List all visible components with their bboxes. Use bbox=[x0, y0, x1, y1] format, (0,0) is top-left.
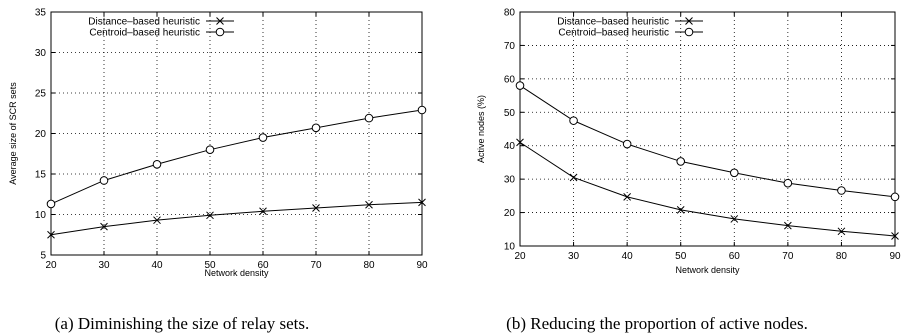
marker-x bbox=[47, 230, 55, 239]
plot-frame bbox=[50, 11, 423, 256]
y-tick-label: 60 bbox=[504, 74, 516, 85]
marker-circle bbox=[417, 105, 427, 115]
marker-x bbox=[312, 204, 320, 212]
x-tick-label: 40 bbox=[622, 251, 634, 262]
marker-x bbox=[569, 173, 578, 182]
marker-x bbox=[837, 227, 846, 236]
legend-label: Distance–based heuristic bbox=[88, 17, 200, 28]
marker-circle bbox=[215, 27, 225, 37]
plot-frame bbox=[519, 11, 896, 247]
marker-x bbox=[623, 193, 631, 201]
y-tick-label: 10 bbox=[35, 210, 47, 221]
marker-x bbox=[676, 206, 685, 214]
marker-x bbox=[784, 221, 792, 230]
x-axis-label: Network density bbox=[204, 268, 269, 278]
series-distance bbox=[47, 198, 426, 239]
chart-b: 20 30 40 50 60 70 80 901020304050607080Network … bbox=[476, 8, 901, 276]
marker-x bbox=[730, 215, 739, 223]
series-centroid bbox=[46, 105, 427, 209]
marker-x bbox=[259, 207, 267, 216]
marker-x bbox=[153, 216, 161, 225]
grid-lines bbox=[520, 12, 895, 246]
marker-circle bbox=[783, 178, 793, 188]
legend-label: Centroid–based heuristic bbox=[558, 28, 669, 39]
x-tick-label: 70 bbox=[310, 260, 322, 271]
x-tick-label: 70 bbox=[782, 251, 794, 262]
marker-circle bbox=[729, 168, 739, 178]
y-tick-label: 20 bbox=[35, 129, 47, 140]
grid-lines bbox=[51, 12, 422, 255]
y-tick-label: 35 bbox=[35, 8, 47, 19]
caption-a: (a) Diminishing the size of relay sets. bbox=[55, 314, 309, 333]
marker-circle bbox=[205, 145, 215, 154]
y-tick-label: 25 bbox=[35, 89, 47, 100]
marker-circle bbox=[569, 116, 578, 125]
marker-circle bbox=[99, 176, 109, 185]
y-tick-label: 50 bbox=[504, 108, 516, 119]
y-tick-label: 30 bbox=[35, 48, 47, 59]
marker-x bbox=[206, 211, 214, 220]
legend-label: Distance–based heuristic bbox=[557, 17, 669, 28]
marker-x bbox=[516, 138, 524, 147]
marker-circle bbox=[837, 186, 846, 195]
legend-label: Centroid–based heuristic bbox=[89, 28, 200, 39]
marker-circle bbox=[152, 159, 162, 169]
marker-circle bbox=[676, 157, 686, 166]
series-distance bbox=[516, 138, 899, 240]
marker-x bbox=[216, 17, 224, 25]
x-tick-label: 30 bbox=[98, 260, 110, 271]
y-tick-label: 20 bbox=[504, 208, 516, 219]
marker-circle bbox=[684, 27, 694, 37]
series-line bbox=[50, 201, 423, 236]
caption-b: (b) Reducing the proportion of active no… bbox=[506, 314, 808, 333]
marker-x bbox=[685, 17, 693, 25]
y-tick-label: 70 bbox=[504, 41, 516, 52]
series-line bbox=[519, 85, 896, 198]
y-tick-label: 80 bbox=[504, 8, 516, 19]
marker-x bbox=[100, 222, 108, 231]
marker-circle bbox=[364, 113, 374, 123]
x-tick-label: 20 bbox=[514, 251, 526, 262]
y-axis-label: Average size of SCR sets bbox=[8, 82, 18, 185]
marker-x bbox=[891, 232, 899, 240]
x-tick-label: 60 bbox=[729, 251, 741, 262]
y-tick-label: 10 bbox=[504, 242, 516, 253]
y-axis-label: Active nodes (%) bbox=[476, 95, 486, 163]
series-line bbox=[519, 141, 896, 237]
x-tick-label: 90 bbox=[889, 251, 901, 262]
marker-circle bbox=[258, 133, 268, 142]
marker-x bbox=[418, 198, 426, 207]
chart-a: 20 30 40 50 60 70 80 90 5 10 15 20 25 30 35 Network den… bbox=[8, 8, 428, 279]
marker-circle bbox=[890, 192, 900, 202]
x-tick-label: 50 bbox=[204, 260, 216, 271]
marker-circle bbox=[311, 123, 321, 133]
x-tick-label: 40 bbox=[151, 260, 163, 271]
y-tick-label: 30 bbox=[504, 175, 516, 186]
y-tick-label: 15 bbox=[35, 170, 47, 181]
x-tick-label: 80 bbox=[363, 260, 375, 271]
y-tick-label: 40 bbox=[504, 141, 516, 152]
x-tick-label: 60 bbox=[257, 260, 269, 271]
marker-circle bbox=[46, 199, 56, 209]
marker-x bbox=[365, 200, 373, 209]
x-tick-label: 80 bbox=[836, 251, 848, 262]
y-tick-label: 5 bbox=[40, 251, 46, 262]
marker-circle bbox=[622, 139, 632, 149]
marker-circle bbox=[515, 81, 525, 90]
x-tick-label: 90 bbox=[416, 260, 428, 271]
x-tick-label: 30 bbox=[568, 251, 580, 262]
x-tick-label: 20 bbox=[45, 260, 57, 271]
series-centroid bbox=[515, 81, 900, 202]
x-tick-label: 50 bbox=[675, 251, 687, 262]
x-axis-label: Network density bbox=[675, 265, 740, 275]
series-line bbox=[50, 109, 423, 205]
